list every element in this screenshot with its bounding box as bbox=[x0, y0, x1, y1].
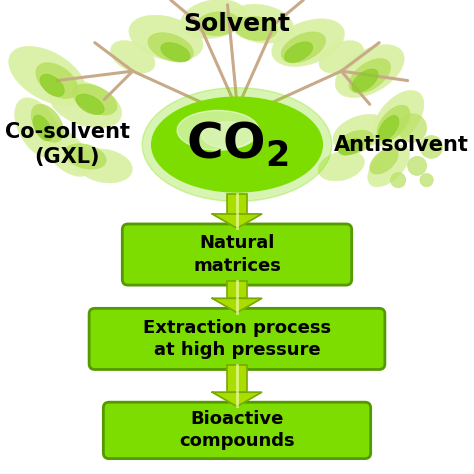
Ellipse shape bbox=[349, 59, 391, 93]
Ellipse shape bbox=[370, 148, 398, 174]
Ellipse shape bbox=[378, 116, 399, 140]
Ellipse shape bbox=[161, 43, 190, 62]
Circle shape bbox=[408, 156, 427, 175]
FancyBboxPatch shape bbox=[89, 309, 385, 370]
Ellipse shape bbox=[42, 127, 91, 176]
Ellipse shape bbox=[76, 94, 104, 115]
Ellipse shape bbox=[76, 149, 132, 183]
Circle shape bbox=[420, 173, 433, 187]
Text: Antisolvent: Antisolvent bbox=[334, 135, 469, 155]
Polygon shape bbox=[212, 392, 262, 407]
Ellipse shape bbox=[202, 122, 253, 148]
Ellipse shape bbox=[319, 41, 364, 73]
Ellipse shape bbox=[281, 32, 326, 63]
Ellipse shape bbox=[110, 41, 155, 73]
Ellipse shape bbox=[9, 46, 86, 105]
Ellipse shape bbox=[228, 4, 293, 43]
Circle shape bbox=[398, 114, 427, 142]
Ellipse shape bbox=[197, 12, 239, 36]
Circle shape bbox=[391, 173, 406, 188]
Ellipse shape bbox=[181, 0, 246, 38]
Polygon shape bbox=[212, 214, 262, 228]
Ellipse shape bbox=[335, 45, 404, 98]
Ellipse shape bbox=[177, 110, 259, 150]
Ellipse shape bbox=[235, 17, 277, 40]
Ellipse shape bbox=[152, 97, 322, 192]
FancyBboxPatch shape bbox=[227, 194, 247, 214]
Ellipse shape bbox=[318, 151, 365, 181]
Ellipse shape bbox=[352, 69, 378, 92]
Text: Bioactive
compounds: Bioactive compounds bbox=[179, 410, 295, 450]
Ellipse shape bbox=[73, 84, 117, 115]
FancyBboxPatch shape bbox=[227, 281, 247, 299]
Text: Natural
matrices: Natural matrices bbox=[193, 235, 281, 274]
Ellipse shape bbox=[15, 98, 61, 158]
Ellipse shape bbox=[36, 63, 78, 99]
Ellipse shape bbox=[49, 81, 122, 128]
Ellipse shape bbox=[129, 15, 203, 61]
Ellipse shape bbox=[142, 88, 332, 201]
Text: Solvent: Solvent bbox=[183, 12, 291, 36]
FancyBboxPatch shape bbox=[227, 365, 247, 392]
Circle shape bbox=[420, 136, 443, 158]
Ellipse shape bbox=[373, 91, 424, 146]
Ellipse shape bbox=[33, 115, 52, 141]
FancyBboxPatch shape bbox=[103, 402, 371, 459]
Ellipse shape bbox=[31, 104, 64, 142]
Polygon shape bbox=[212, 299, 262, 313]
Ellipse shape bbox=[333, 114, 388, 151]
Text: Extraction process
at high pressure: Extraction process at high pressure bbox=[143, 319, 331, 359]
Ellipse shape bbox=[368, 145, 410, 187]
FancyBboxPatch shape bbox=[122, 224, 352, 285]
Text: $\mathbf{CO_2}$: $\mathbf{CO_2}$ bbox=[185, 120, 289, 169]
Ellipse shape bbox=[40, 74, 64, 96]
Ellipse shape bbox=[337, 130, 374, 154]
Ellipse shape bbox=[148, 33, 193, 62]
Ellipse shape bbox=[338, 139, 363, 155]
Ellipse shape bbox=[64, 144, 106, 169]
Ellipse shape bbox=[284, 42, 313, 63]
Ellipse shape bbox=[377, 105, 410, 141]
Text: Co-solvent
(GXL): Co-solvent (GXL) bbox=[5, 122, 130, 167]
Ellipse shape bbox=[272, 19, 345, 66]
